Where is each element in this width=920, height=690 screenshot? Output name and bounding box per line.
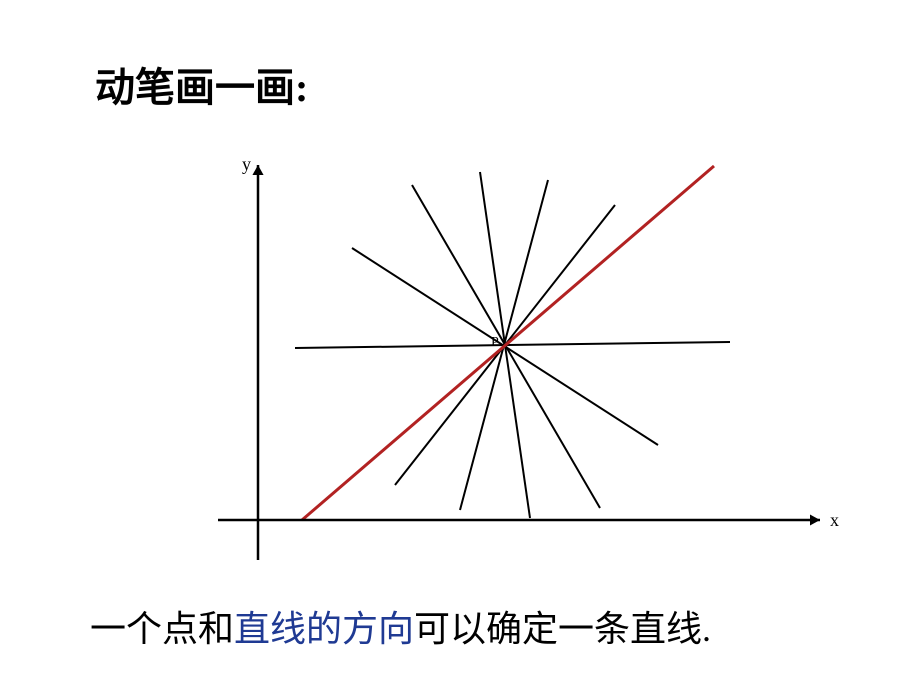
y-axis-label: y [242, 154, 251, 175]
caption-suffix: 可以确定一条直线. [414, 609, 711, 649]
caption-highlight: 直线的方向 [234, 609, 414, 649]
slide-caption: 一个点和直线的方向可以确定一条直线. [90, 600, 711, 652]
x-axis-label: x [830, 510, 839, 531]
point-p-label: P [491, 335, 499, 351]
slide-title: 动笔画一画: [95, 55, 308, 113]
caption-prefix: 一个点和 [90, 609, 234, 649]
diagram-svg [130, 150, 850, 580]
slide-root: 动笔画一画: x y P 一个点和直线的方向可以确定一条直线. [0, 0, 920, 690]
